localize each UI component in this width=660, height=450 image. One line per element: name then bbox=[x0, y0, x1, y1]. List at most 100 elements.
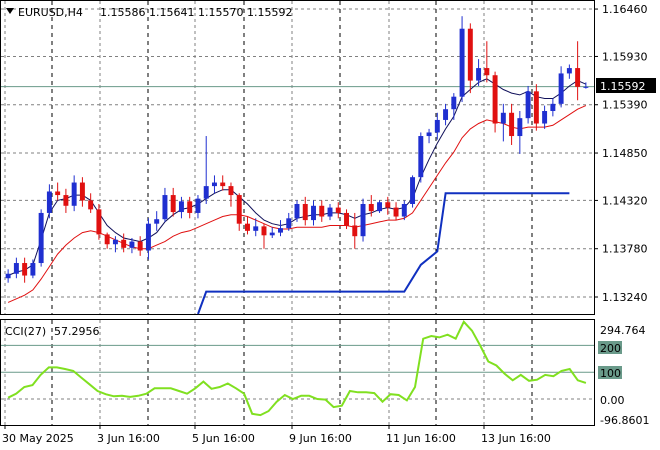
candle-body bbox=[566, 68, 572, 74]
candle-body bbox=[443, 109, 449, 120]
cci-line bbox=[7, 320, 587, 417]
candle-body bbox=[319, 205, 325, 217]
candle-body bbox=[368, 204, 374, 212]
candle-body bbox=[451, 96, 457, 110]
time-tick-label: 3 Jun 16:00 bbox=[97, 432, 160, 445]
candle-body bbox=[38, 212, 44, 264]
price-tick-label: 1.15930 bbox=[602, 50, 648, 63]
candle-body bbox=[410, 177, 416, 205]
candle-body bbox=[211, 182, 217, 187]
cci-level-lines bbox=[1, 344, 594, 400]
indicator-value: 57.2956 bbox=[54, 325, 100, 338]
price-tick-label: 1.14320 bbox=[602, 194, 648, 207]
candle-body bbox=[96, 209, 102, 235]
candle-body bbox=[79, 182, 85, 201]
indicator-name: CCI(27) bbox=[5, 325, 46, 338]
current-price-box: 1.15592 bbox=[596, 78, 656, 93]
candle-body bbox=[476, 68, 482, 81]
candle-body bbox=[575, 68, 581, 87]
time-tick-label: 30 May 2025 bbox=[2, 432, 74, 445]
step-line-series bbox=[197, 192, 570, 315]
slow-ma-series bbox=[7, 105, 587, 303]
candle-body bbox=[137, 241, 143, 251]
candle-body bbox=[129, 241, 135, 248]
candle-body bbox=[178, 201, 184, 213]
indicator-header: CCI(27) 57.2956 bbox=[5, 325, 100, 338]
cci-level-box bbox=[598, 341, 622, 354]
cci-axis: 294.764 200 100 0.00 -96.8601 bbox=[598, 324, 649, 427]
candle-body bbox=[154, 219, 160, 224]
candle-body bbox=[88, 200, 94, 210]
candle-body bbox=[550, 103, 556, 111]
main-pane-frame bbox=[0, 0, 595, 315]
candle-body bbox=[71, 182, 77, 206]
candle-body bbox=[22, 263, 28, 276]
candle-body bbox=[55, 191, 61, 196]
price-axis: 1.16460 1.15930 1.15390 1.14850 1.14320 1.137… bbox=[594, 3, 648, 304]
time-tick-label: 11 Jun 16:00 bbox=[386, 432, 456, 445]
price-tick-label: 1.16460 bbox=[602, 3, 648, 16]
candle-body bbox=[525, 91, 531, 119]
candle-body bbox=[459, 28, 465, 97]
candle-body bbox=[228, 186, 234, 196]
candle-body bbox=[377, 202, 383, 212]
time-tick-label: 13 Jun 16:00 bbox=[481, 432, 551, 445]
time-tick-label: 5 Jun 16:00 bbox=[192, 432, 255, 445]
candle-body bbox=[335, 207, 341, 213]
candle-body bbox=[542, 110, 548, 124]
candle-body bbox=[492, 75, 498, 124]
cci-level-box bbox=[598, 366, 622, 379]
candle-body bbox=[121, 239, 127, 248]
candle-body bbox=[278, 228, 283, 233]
candle-body bbox=[426, 132, 432, 137]
candle-body bbox=[517, 118, 523, 137]
candle-body bbox=[484, 68, 490, 76]
price-tick-label: 1.15390 bbox=[602, 99, 648, 112]
price-tick-label: 1.13780 bbox=[602, 243, 648, 256]
collapse-triangle-icon[interactable] bbox=[6, 8, 14, 14]
candle-body bbox=[434, 119, 440, 133]
candle-body bbox=[418, 136, 424, 178]
candle-body bbox=[302, 204, 308, 221]
current-price-label: 1.15592 bbox=[600, 80, 646, 93]
candle-body bbox=[253, 226, 259, 231]
fast-ma-line bbox=[7, 78, 587, 276]
candle-body bbox=[344, 212, 349, 226]
candle-body bbox=[401, 204, 407, 217]
candle-body bbox=[195, 198, 201, 213]
candle-body bbox=[170, 195, 176, 213]
candle-body bbox=[352, 225, 358, 237]
candle-body bbox=[13, 263, 19, 274]
cci-tick-label: 0.00 bbox=[600, 394, 625, 407]
candle-body bbox=[104, 234, 110, 245]
slow-ma-line bbox=[7, 105, 587, 303]
candle-body bbox=[269, 232, 275, 236]
candle-body bbox=[63, 195, 69, 206]
candle-body bbox=[583, 86, 589, 88]
candle-body bbox=[203, 186, 209, 199]
indicator-pane-frame bbox=[0, 319, 595, 426]
candle-body bbox=[112, 239, 118, 245]
symbol-label: EURUSD,H4 bbox=[18, 6, 83, 19]
fast-ma-series bbox=[7, 78, 587, 276]
candle-body bbox=[286, 218, 292, 229]
candle-body bbox=[261, 226, 267, 236]
candle-body bbox=[46, 191, 52, 213]
candle-body bbox=[360, 204, 366, 237]
time-tick-label: 9 Jun 16:00 bbox=[289, 432, 352, 445]
candle-body bbox=[145, 223, 151, 251]
chart-header: EURUSD,H4 1.15586 1.15641 1.15570 1.1559… bbox=[6, 6, 292, 19]
price-tick-label: 1.14850 bbox=[602, 147, 648, 160]
candle-body bbox=[294, 204, 300, 219]
price-tick-label: 1.13240 bbox=[602, 291, 648, 304]
candle-body bbox=[236, 195, 242, 224]
cci-level-label: 100 bbox=[600, 367, 621, 380]
step-line bbox=[197, 192, 570, 315]
candle-body bbox=[245, 223, 250, 231]
candle-body bbox=[467, 28, 473, 81]
candle-body bbox=[327, 207, 333, 217]
ohlc-label: 1.15586 1.15641 1.15570 1.15592 bbox=[100, 6, 292, 19]
time-axis: 30 May 2025 3 Jun 16:00 5 Jun 16:00 9 Jun 1… bbox=[2, 425, 551, 445]
cci-tick-label: 294.764 bbox=[600, 324, 646, 337]
